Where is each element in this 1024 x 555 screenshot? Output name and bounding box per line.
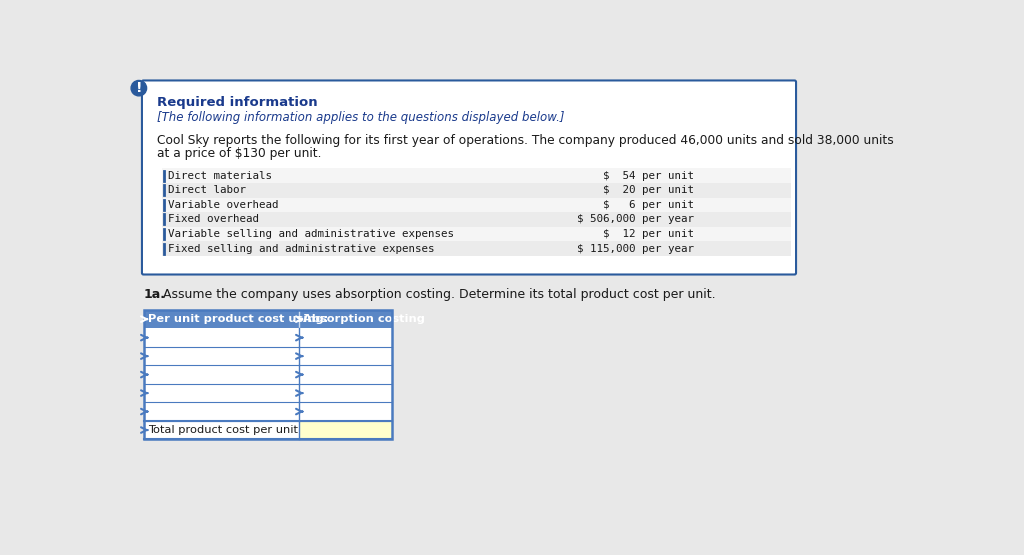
FancyBboxPatch shape [143,421,299,439]
Text: $  20 per unit: $ 20 per unit [603,185,693,195]
FancyBboxPatch shape [162,227,792,241]
FancyBboxPatch shape [143,310,391,329]
Text: Total product cost per unit: Total product cost per unit [148,425,298,435]
Text: $  12 per unit: $ 12 per unit [603,229,693,239]
Text: !: ! [135,81,142,95]
Text: Per unit product cost using:: Per unit product cost using: [148,314,329,324]
FancyBboxPatch shape [162,198,792,212]
Text: Assume the company uses absorption costing. Determine its total product cost per: Assume the company uses absorption costi… [159,289,716,301]
Text: Fixed selling and administrative expenses: Fixed selling and administrative expense… [168,244,435,254]
FancyBboxPatch shape [299,421,391,439]
FancyBboxPatch shape [143,347,391,365]
FancyBboxPatch shape [143,402,391,421]
Text: 1a.: 1a. [143,289,166,301]
FancyBboxPatch shape [143,365,391,384]
Text: Cool Sky reports the following for its first year of operations. The company pro: Cool Sky reports the following for its f… [158,134,894,148]
Text: Absorption costing: Absorption costing [303,314,425,324]
Text: $ 115,000 per year: $ 115,000 per year [577,244,693,254]
Text: Required information: Required information [158,96,318,109]
Text: Variable overhead: Variable overhead [168,200,279,210]
Text: [The following information applies to the questions displayed below.]: [The following information applies to th… [158,111,565,124]
Text: $  54 per unit: $ 54 per unit [603,170,693,180]
Text: Fixed overhead: Fixed overhead [168,214,259,224]
FancyBboxPatch shape [142,80,796,275]
FancyBboxPatch shape [162,183,792,198]
Text: Variable selling and administrative expenses: Variable selling and administrative expe… [168,229,455,239]
FancyBboxPatch shape [143,384,391,402]
Text: Direct labor: Direct labor [168,185,247,195]
FancyBboxPatch shape [143,329,391,347]
Text: $   6 per unit: $ 6 per unit [603,200,693,210]
FancyBboxPatch shape [162,168,792,183]
FancyBboxPatch shape [162,212,792,227]
FancyBboxPatch shape [162,241,792,256]
Text: at a price of $130 per unit.: at a price of $130 per unit. [158,148,322,160]
Text: Direct materials: Direct materials [168,170,272,180]
Text: $ 506,000 per year: $ 506,000 per year [577,214,693,224]
Circle shape [131,80,146,96]
